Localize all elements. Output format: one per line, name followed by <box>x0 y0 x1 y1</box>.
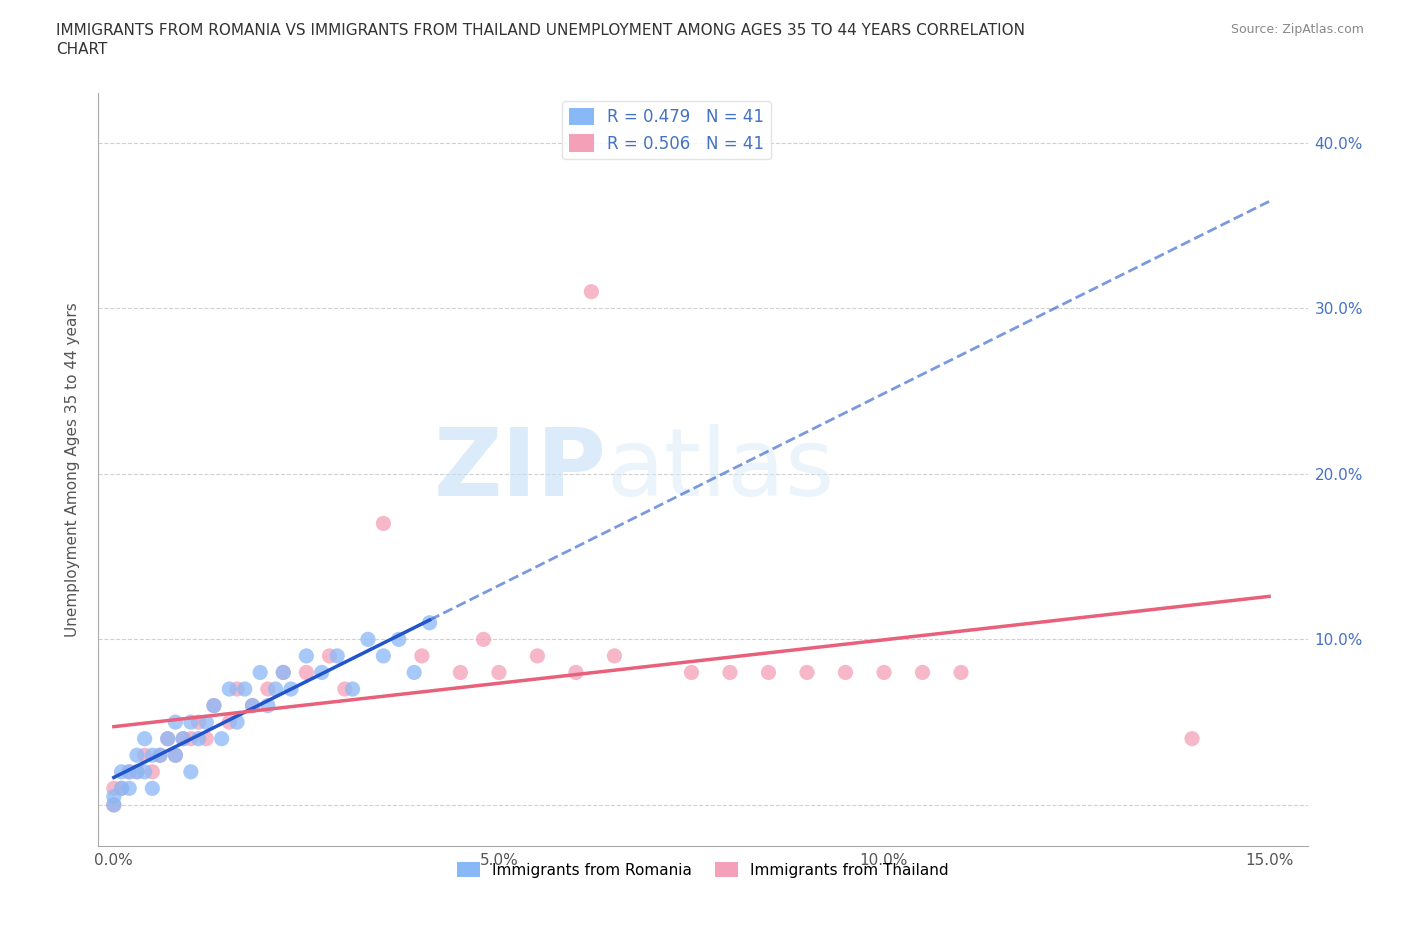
Point <box>172 731 194 746</box>
Point <box>125 748 148 763</box>
Point <box>218 714 240 729</box>
Point <box>180 731 202 746</box>
Point <box>218 682 240 697</box>
Point <box>118 764 141 779</box>
Point <box>581 285 603 299</box>
Point <box>202 698 225 713</box>
Point <box>195 714 218 729</box>
Point <box>280 682 302 697</box>
Point <box>342 682 364 697</box>
Legend: Immigrants from Romania, Immigrants from Thailand: Immigrants from Romania, Immigrants from… <box>451 856 955 884</box>
Point <box>118 781 141 796</box>
Text: CHART: CHART <box>56 42 108 57</box>
Point <box>226 682 249 697</box>
Text: Source: ZipAtlas.com: Source: ZipAtlas.com <box>1230 23 1364 36</box>
Point <box>526 648 548 663</box>
Point <box>357 631 380 646</box>
Point <box>311 665 333 680</box>
Point <box>202 698 225 713</box>
Point <box>271 665 294 680</box>
Point <box>472 631 495 646</box>
Point <box>373 648 395 663</box>
Point <box>411 648 433 663</box>
Point <box>118 764 141 779</box>
Point <box>1181 731 1204 746</box>
Point <box>388 631 411 646</box>
Point <box>758 665 780 680</box>
Point <box>110 764 132 779</box>
Point <box>165 714 187 729</box>
Point <box>134 764 156 779</box>
Point <box>110 781 132 796</box>
Point <box>180 764 202 779</box>
Point <box>873 665 896 680</box>
Point <box>125 764 148 779</box>
Point <box>318 648 340 663</box>
Point <box>488 665 510 680</box>
Point <box>103 790 125 804</box>
Point <box>295 648 318 663</box>
Y-axis label: Unemployment Among Ages 35 to 44 years: Unemployment Among Ages 35 to 44 years <box>65 302 80 637</box>
Point <box>796 665 818 680</box>
Point <box>373 516 395 531</box>
Point <box>295 665 318 680</box>
Point <box>242 698 264 713</box>
Point <box>187 714 209 729</box>
Point <box>187 731 209 746</box>
Point <box>141 764 163 779</box>
Point <box>271 665 294 680</box>
Point <box>911 665 934 680</box>
Point <box>141 748 163 763</box>
Point <box>242 698 264 713</box>
Point <box>834 665 856 680</box>
Point <box>681 665 703 680</box>
Point <box>110 781 132 796</box>
Point <box>333 682 356 697</box>
Point <box>103 797 125 812</box>
Text: atlas: atlas <box>606 424 835 515</box>
Point <box>565 665 588 680</box>
Point <box>233 682 256 697</box>
Point <box>149 748 172 763</box>
Point <box>165 748 187 763</box>
Point <box>149 748 172 763</box>
Point <box>326 648 349 663</box>
Point <box>249 665 271 680</box>
Point <box>257 682 280 697</box>
Point <box>180 714 202 729</box>
Point <box>211 731 233 746</box>
Point <box>419 616 441 631</box>
Point <box>134 748 156 763</box>
Point <box>141 781 163 796</box>
Point <box>226 714 249 729</box>
Point <box>264 682 287 697</box>
Point <box>950 665 973 680</box>
Point <box>195 731 218 746</box>
Point <box>156 731 179 746</box>
Text: ZIP: ZIP <box>433 424 606 515</box>
Point <box>718 665 741 680</box>
Point <box>257 698 280 713</box>
Point <box>156 731 179 746</box>
Point <box>449 665 471 680</box>
Text: IMMIGRANTS FROM ROMANIA VS IMMIGRANTS FROM THAILAND UNEMPLOYMENT AMONG AGES 35 T: IMMIGRANTS FROM ROMANIA VS IMMIGRANTS FR… <box>56 23 1025 38</box>
Point <box>165 748 187 763</box>
Point <box>134 731 156 746</box>
Point <box>172 731 194 746</box>
Point <box>103 781 125 796</box>
Point <box>125 764 148 779</box>
Point <box>404 665 426 680</box>
Point <box>603 648 626 663</box>
Point <box>103 797 125 812</box>
